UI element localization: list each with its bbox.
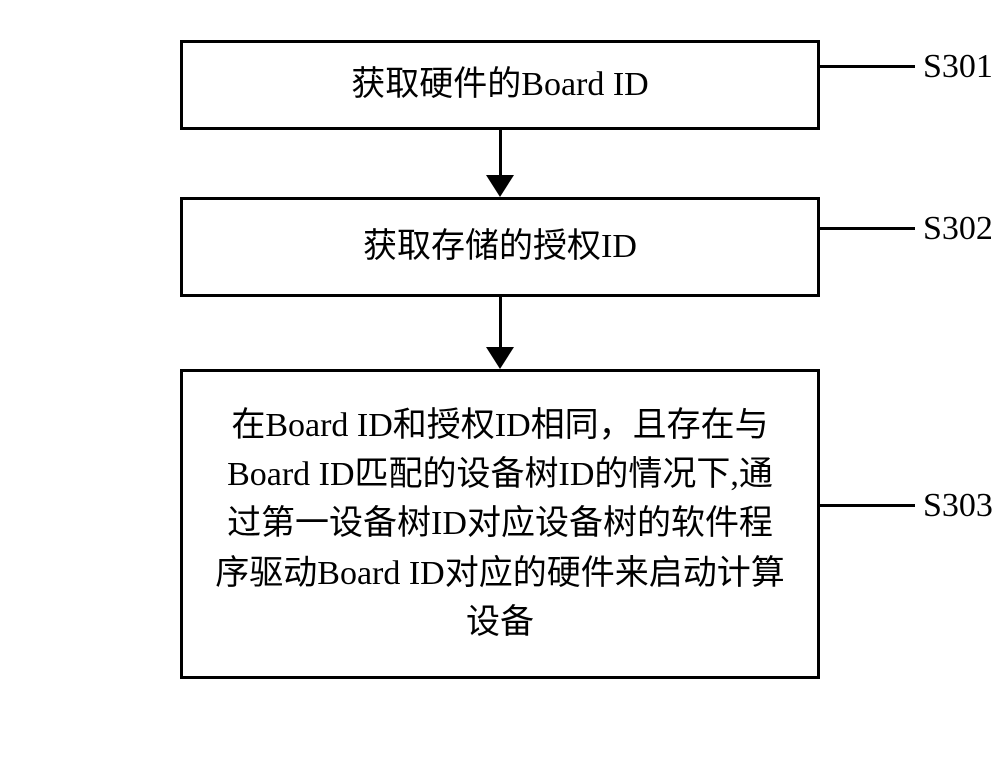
flowchart-row: 获取存储的授权IDS302	[60, 197, 940, 297]
flowchart-row: 获取硬件的Board IDS301	[60, 40, 940, 130]
arrow-down	[486, 130, 514, 197]
arrow-down	[486, 297, 514, 369]
flowchart-row: 在Board ID和授权ID相同，且存在与Board ID匹配的设备树ID的情况…	[60, 369, 940, 679]
step-label: S302	[923, 210, 993, 248]
connector-line	[820, 504, 915, 507]
step-label: S303	[923, 487, 993, 525]
arrow-line	[499, 130, 502, 175]
connector-line	[820, 227, 915, 230]
arrow-head-icon	[486, 175, 514, 197]
flowchart-node: 获取硬件的Board ID	[180, 40, 820, 130]
connector-line	[820, 65, 915, 68]
arrow-head-icon	[486, 347, 514, 369]
arrow-line	[499, 297, 502, 347]
flowchart-container: 获取硬件的Board IDS301 获取存储的授权IDS302 在Board ID和…	[60, 40, 940, 679]
flowchart-node: 获取存储的授权ID	[180, 197, 820, 297]
step-label: S301	[923, 48, 993, 86]
flowchart-node: 在Board ID和授权ID相同，且存在与Board ID匹配的设备树ID的情况…	[180, 369, 820, 679]
